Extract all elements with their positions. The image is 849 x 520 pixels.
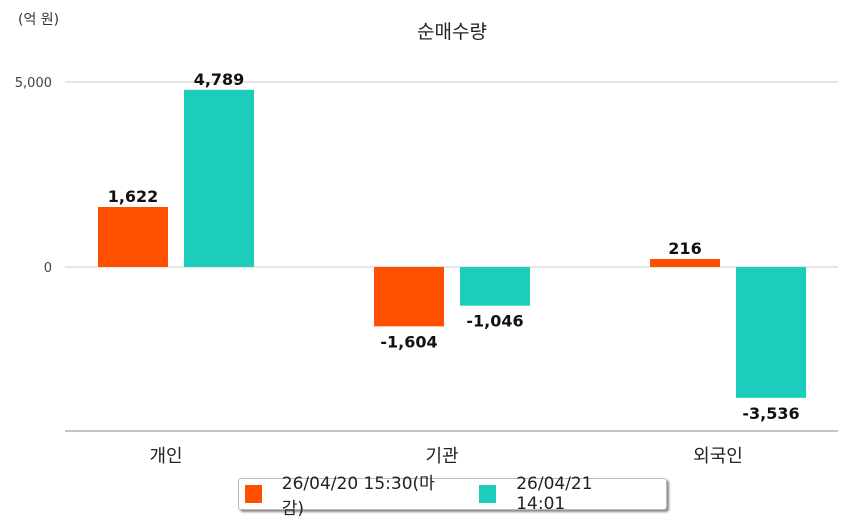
- x-tick-label: 외국인: [693, 446, 743, 467]
- y-tick-label: 5,000: [15, 76, 52, 91]
- bar[interactable]: [374, 267, 444, 327]
- legend: 26/04/20 15:30(마감) 26/04/21 14:01: [238, 474, 667, 519]
- data-label: 4,789: [194, 70, 245, 89]
- bar[interactable]: [650, 259, 720, 267]
- legend-label: 26/04/21 14:01: [516, 474, 593, 514]
- y-tick-label: 0: [44, 261, 52, 276]
- data-label: -3,536: [742, 404, 799, 423]
- legend-swatch: [245, 485, 262, 503]
- data-label: 1,622: [108, 187, 159, 206]
- legend-label: 26/04/20 15:30(마감): [281, 474, 435, 519]
- legend-swatch: [479, 485, 497, 503]
- legend-item-series-2[interactable]: 26/04/21 14:01: [479, 474, 638, 514]
- x-tick-label: 개인: [149, 446, 182, 467]
- bar[interactable]: [460, 267, 530, 306]
- bar[interactable]: [736, 267, 806, 398]
- data-label: 216: [668, 239, 701, 258]
- unit-label: (억 원): [18, 12, 59, 28]
- x-tick-label: 기관: [425, 446, 458, 467]
- chart-title: 순매수량: [417, 21, 487, 43]
- legend-item-series-1[interactable]: 26/04/20 15:30(마감): [245, 469, 445, 519]
- data-label: -1,604: [380, 332, 437, 351]
- bar[interactable]: [98, 206, 168, 267]
- data-label: -1,046: [466, 312, 523, 331]
- bar[interactable]: [184, 89, 254, 267]
